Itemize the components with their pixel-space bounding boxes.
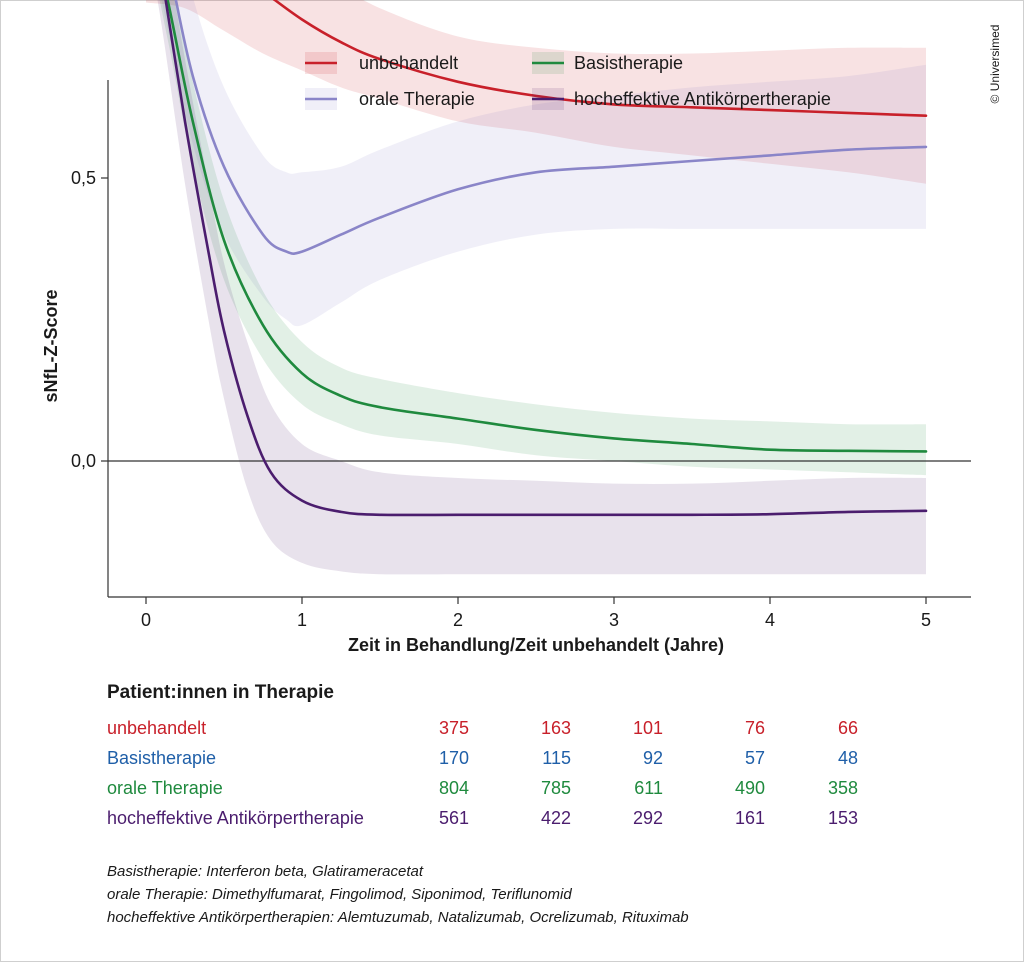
patients-row-value: 66 xyxy=(837,718,858,738)
y-axis-title: sNfL-Z-Score xyxy=(41,289,61,402)
axes xyxy=(107,80,971,598)
legend: unbehandelt Basistherapie orale Therapie ho… xyxy=(305,52,831,110)
x-tick-label-1: 1 xyxy=(297,610,307,630)
patients-row-label: Basistherapie xyxy=(107,748,217,768)
patients-row-value: 48 xyxy=(837,748,858,768)
x-tick-label-4: 4 xyxy=(765,610,775,630)
legend-label-orale_therapie: orale Therapie xyxy=(359,89,475,109)
patients-row-label: orale Therapie xyxy=(107,778,223,798)
band-orale_therapie xyxy=(161,0,926,327)
patients-row-value: 358 xyxy=(827,778,858,798)
footnote-basistherapie: Basistherapie: Interferon beta, Glatiram… xyxy=(107,863,423,880)
patients-row: Basistherapie 170 115 92 57 48 xyxy=(107,748,907,778)
confidence-bands xyxy=(146,0,926,575)
y-tick-label-0: 0,0 xyxy=(71,451,96,471)
x-tick-label-0: 0 xyxy=(141,610,151,630)
footnote-hocheffektiv: hocheffektive Antikörpertherapien: Alemt… xyxy=(107,909,689,926)
patients-row-value: 57 xyxy=(744,748,765,768)
patients-row: orale Therapie 804 785 611 490 358 xyxy=(107,778,907,808)
patients-row-value: 92 xyxy=(642,748,663,768)
patients-row-value: 490 xyxy=(734,778,765,798)
patients-table: Patient:innen in Therapie unbehandelt 375… xyxy=(107,682,907,838)
patients-row: unbehandelt 375 163 101 76 66 xyxy=(107,718,907,748)
x-tick-label-2: 2 xyxy=(453,610,463,630)
band-unbehandelt xyxy=(146,0,926,184)
patients-row-value: 101 xyxy=(632,718,663,738)
line-orale_therapie xyxy=(174,0,928,255)
patients-table-title: Patient:innen in Therapie xyxy=(107,682,334,703)
legend-label-unbehandelt: unbehandelt xyxy=(359,53,458,73)
x-tick-label-3: 3 xyxy=(609,610,619,630)
patients-row-value: 115 xyxy=(542,748,571,768)
patients-row-value: 153 xyxy=(827,808,858,828)
x-axis-title: Zeit in Behandlung/Zeit unbehandelt (Jah… xyxy=(348,635,724,655)
line-basistherapie xyxy=(166,0,928,453)
patients-row-value: 375 xyxy=(438,718,469,738)
line-hocheffektiv xyxy=(164,0,928,517)
y-tick-label-1: 0,5 xyxy=(71,168,96,188)
footnote-orale-therapie: orale Therapie: Dimethylfumarat, Fingoli… xyxy=(107,886,572,903)
band-hocheffektiv xyxy=(157,0,926,575)
patients-row-value: 292 xyxy=(632,808,663,828)
patients-row-value: 804 xyxy=(438,778,469,798)
patients-row-value: 161 xyxy=(734,808,765,828)
line-unbehandelt xyxy=(272,0,928,117)
legend-label-hocheffektiv: hocheffektive Antikörpertherapie xyxy=(574,89,831,109)
patients-table-body: unbehandelt 375 163 101 76 66 Basistherapie 170… xyxy=(107,718,907,838)
patients-row-value: 163 xyxy=(540,718,571,738)
patients-row-value: 422 xyxy=(540,808,571,828)
series-lines xyxy=(108,0,971,517)
legend-label-basistherapie: Basistherapie xyxy=(574,53,683,73)
band-basistherapie xyxy=(159,0,926,476)
patients-row-label: hocheffektive Antikörpertherapie xyxy=(107,808,364,828)
x-tick-label-5: 5 xyxy=(921,610,931,630)
patients-row-value: 611 xyxy=(634,778,663,798)
patients-row-value: 785 xyxy=(540,778,571,798)
patients-row-label: unbehandelt xyxy=(107,718,207,738)
copyright-label: © Universimed xyxy=(988,25,1002,104)
footnotes: Basistherapie: Interferon beta, Glatiram… xyxy=(107,860,689,929)
patients-row-value: 170 xyxy=(438,748,469,768)
patients-row-value: 76 xyxy=(744,718,765,738)
patients-row: hocheffektive Antikörpertherapie 561 422 29… xyxy=(107,808,907,838)
patients-row-value: 561 xyxy=(438,808,469,828)
